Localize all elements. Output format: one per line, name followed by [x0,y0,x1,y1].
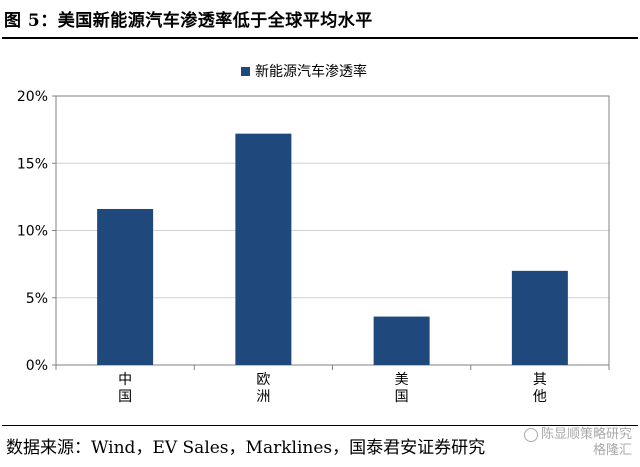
x-tick-label: 中 [118,372,132,388]
top-rule [2,37,638,39]
x-tick-label: 欧 [256,372,270,388]
bar-1 [235,133,292,365]
legend-swatch [241,67,250,76]
chart-bars [97,133,568,365]
figure-title: 图 5：美国新能源汽车渗透率低于全球平均水平 [4,11,373,31]
x-tick-label: 美 [395,372,409,388]
x-tick-label: 洲 [256,389,270,405]
wechat-icon [523,427,538,442]
x-tick-label: 国 [395,389,409,405]
watermark-line2: 格隆汇 [592,443,632,458]
watermark-line1: 陈显顺策略研究 [540,427,632,442]
chart-legend: 新能源汽车渗透率 [241,63,367,80]
x-tick-label: 他 [533,389,547,405]
data-source: 数据来源：Wind，EV Sales，Marklines，国泰君安证券研究 [6,438,486,458]
y-tick-label: 10% [17,224,48,240]
watermark: 陈显顺策略研究 格隆汇 [523,427,632,459]
bottom-rule [2,425,638,426]
x-tick-label: 其 [533,372,547,388]
y-axis-ticks: 0% 5% 10% 15% 20% [17,89,56,374]
bar-2 [373,316,430,365]
bar-3 [511,270,568,365]
legend-label: 新能源汽车渗透率 [255,63,367,80]
y-tick-label: 15% [17,156,48,172]
bar-0 [97,208,154,365]
y-tick-label: 5% [26,291,48,307]
x-tick-label: 国 [118,389,132,405]
y-tick-label: 20% [17,89,48,105]
y-tick-label: 0% [26,358,48,374]
